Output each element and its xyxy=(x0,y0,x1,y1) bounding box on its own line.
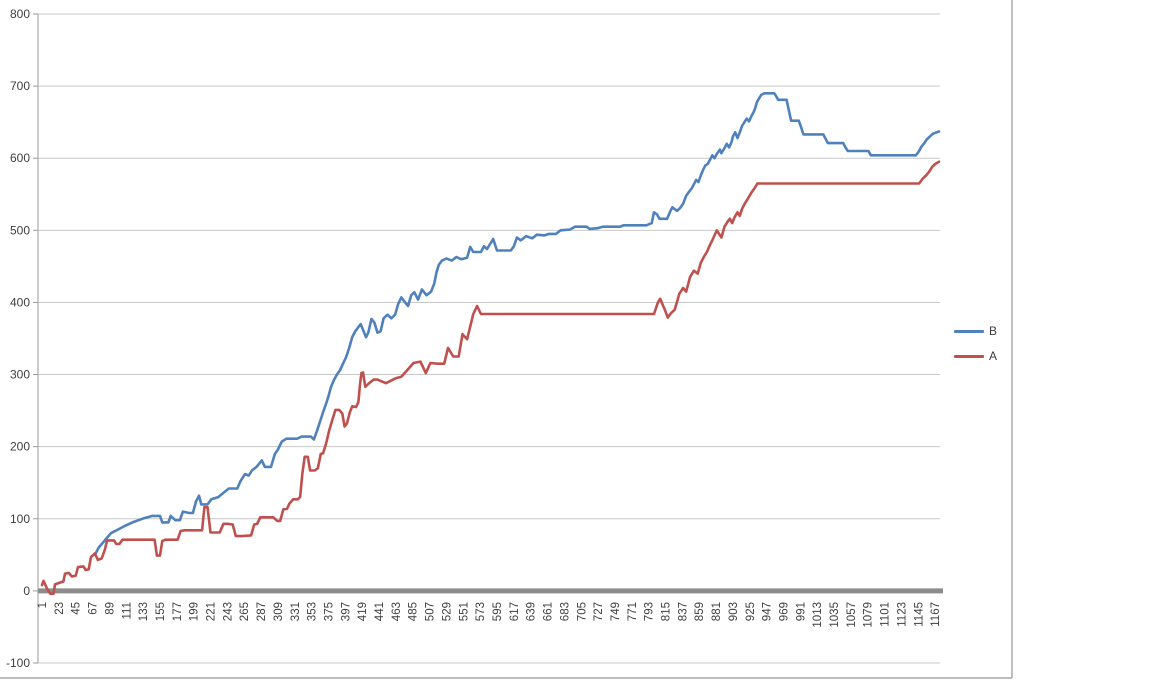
y-axis-label: 300 xyxy=(10,368,30,382)
y-axis-label: 200 xyxy=(10,440,30,454)
x-axis-label: 749 xyxy=(610,602,622,621)
x-axis-label: 1035 xyxy=(829,602,841,628)
x-axis-label: 1 xyxy=(37,602,49,608)
x-axis-label: 441 xyxy=(374,602,386,621)
y-axis-label: -100 xyxy=(6,656,30,670)
legend-label-a: A xyxy=(989,349,998,363)
x-axis-label: 397 xyxy=(340,602,352,621)
x-axis-label: 903 xyxy=(728,602,740,621)
legend-label-b: B xyxy=(989,324,998,338)
legend-line-swatch-b xyxy=(954,329,984,333)
x-axis-label: 529 xyxy=(441,602,453,621)
x-axis-label: 705 xyxy=(576,602,588,621)
y-axis-label: 400 xyxy=(10,295,30,309)
x-axis-label: 287 xyxy=(256,602,268,621)
x-axis-label: 815 xyxy=(661,602,673,621)
x-axis-label: 771 xyxy=(627,602,639,621)
x-axis-label: 375 xyxy=(323,602,335,621)
x-axis-label: 177 xyxy=(172,602,184,621)
x-axis-label: 1123 xyxy=(896,602,908,627)
x-axis-label: 309 xyxy=(273,602,285,621)
y-axis-label: 700 xyxy=(10,79,30,93)
x-axis-label: 925 xyxy=(745,602,757,621)
x-axis-label: 859 xyxy=(694,602,706,621)
series-line-A xyxy=(40,160,941,596)
x-axis-label: 595 xyxy=(492,602,504,621)
x-axis-label: 683 xyxy=(559,602,571,621)
x-axis-label: 243 xyxy=(222,602,234,621)
series-line-B xyxy=(93,92,941,557)
y-axis-label: 100 xyxy=(10,512,30,526)
x-axis-label: 353 xyxy=(307,602,319,621)
legend: B A xyxy=(954,323,997,364)
x-axis-label: 155 xyxy=(155,602,167,621)
legend-item-series-b[interactable]: B xyxy=(954,323,997,339)
x-axis-label: 837 xyxy=(677,602,689,621)
x-axis-label: 1013 xyxy=(812,602,824,628)
x-axis-label: 1145 xyxy=(913,602,925,627)
x-axis-label: 221 xyxy=(206,602,218,621)
x-axis-label: 419 xyxy=(357,602,369,621)
x-axis-label: 617 xyxy=(509,602,521,621)
x-axis-label: 551 xyxy=(458,602,470,621)
x-axis-label: 969 xyxy=(778,602,790,621)
x-axis-label: 507 xyxy=(425,602,437,621)
x-axis-label: 485 xyxy=(408,602,420,621)
x-axis-label: 881 xyxy=(711,602,723,621)
x-axis-label: 661 xyxy=(543,602,555,621)
x-axis-label: 463 xyxy=(391,602,403,621)
y-axis-label: 500 xyxy=(10,223,30,237)
x-axis-label: 727 xyxy=(593,602,605,621)
legend-item-series-a[interactable]: A xyxy=(954,348,997,364)
x-axis-label: 89 xyxy=(104,602,116,615)
x-axis-label: 1167 xyxy=(930,602,942,627)
x-axis-label: 199 xyxy=(189,602,201,621)
x-axis-label: 1057 xyxy=(846,602,858,628)
x-axis-label: 23 xyxy=(54,602,66,615)
y-axis-label: 0 xyxy=(23,584,30,598)
y-axis-label: 600 xyxy=(10,151,30,165)
y-axis-label: 800 xyxy=(10,7,30,21)
x-axis-label: 331 xyxy=(290,602,302,621)
x-axis-label: 67 xyxy=(88,602,100,615)
x-axis-label: 793 xyxy=(644,602,656,621)
x-axis-label: 991 xyxy=(795,602,807,621)
x-axis-label: 265 xyxy=(239,602,251,621)
x-axis-label: 947 xyxy=(762,602,774,621)
legend-line-swatch-a xyxy=(954,354,984,358)
x-axis-label: 639 xyxy=(526,602,538,621)
x-axis-label: 573 xyxy=(475,602,487,621)
x-axis-label: 45 xyxy=(71,602,83,615)
x-axis-label: 1101 xyxy=(880,602,892,627)
x-axis-label: 133 xyxy=(138,602,150,621)
x-axis-label: 1079 xyxy=(863,602,875,628)
x-axis-label: 111 xyxy=(121,602,133,619)
x-axis-band xyxy=(38,588,943,594)
